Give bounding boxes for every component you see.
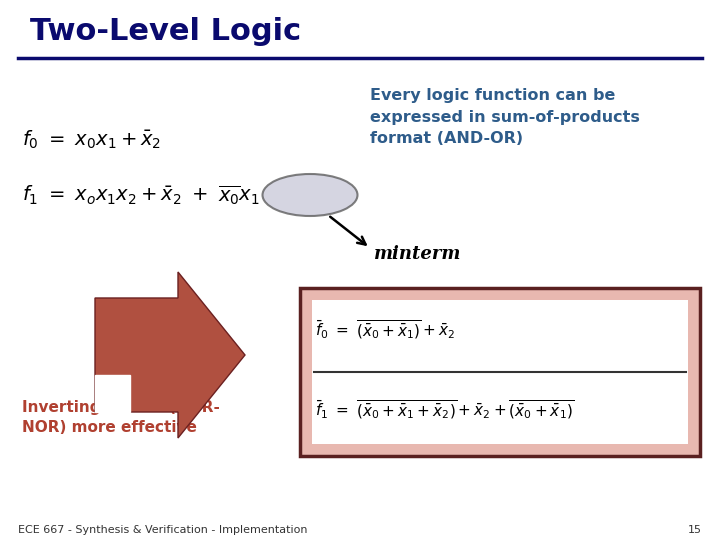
Text: ECE 667 - Synthesis & Verification - Implementation: ECE 667 - Synthesis & Verification - Imp… bbox=[18, 525, 307, 535]
FancyBboxPatch shape bbox=[312, 300, 688, 444]
Polygon shape bbox=[95, 375, 130, 412]
Ellipse shape bbox=[263, 174, 358, 216]
Text: 15: 15 bbox=[688, 525, 702, 535]
Text: $\bar{f}_0\ =\ \overline{(\bar{x}_0+\bar{x}_1)}+\bar{x}_2$: $\bar{f}_0\ =\ \overline{(\bar{x}_0+\bar… bbox=[315, 319, 456, 341]
Text: $f_1\ =\ x_o x_1 x_2 + \bar{x}_2\ +\ \overline{x_0} x_1$: $f_1\ =\ x_o x_1 x_2 + \bar{x}_2\ +\ \ov… bbox=[22, 183, 260, 207]
FancyBboxPatch shape bbox=[300, 288, 700, 456]
Text: Two-Level Logic: Two-Level Logic bbox=[30, 17, 301, 46]
Text: Every logic function can be
expressed in sum-of-products
format (AND-OR): Every logic function can be expressed in… bbox=[370, 88, 640, 146]
Text: minterm: minterm bbox=[374, 245, 462, 263]
Text: $\bar{f}_1\ =\ \overline{(\bar{x}_0+\bar{x}_1+\bar{x}_2)}+\bar{x}_2+\overline{(\: $\bar{f}_1\ =\ \overline{(\bar{x}_0+\bar… bbox=[315, 399, 575, 421]
Text: $f_0\ =\ x_0 x_1 + \bar{x}_2$: $f_0\ =\ x_0 x_1 + \bar{x}_2$ bbox=[22, 129, 161, 151]
Polygon shape bbox=[95, 272, 245, 438]
Text: Inverting format (NOR-
NOR) more effective: Inverting format (NOR- NOR) more effecti… bbox=[22, 400, 220, 435]
